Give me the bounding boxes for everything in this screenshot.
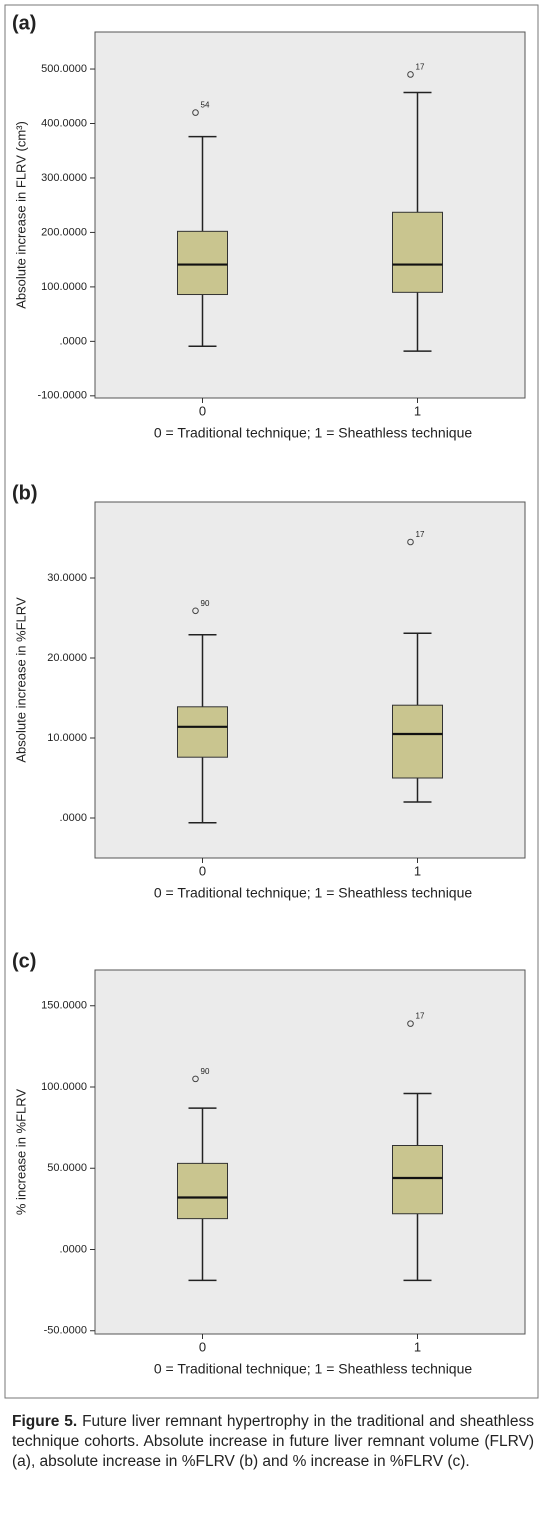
caption: Figure 5. Future liver remnant hypertrop…	[12, 1412, 534, 1472]
y-tick-label: 50.0000	[47, 1162, 87, 1174]
outlier	[192, 607, 199, 615]
outlier-label: 90	[201, 1067, 210, 1076]
box	[392, 704, 443, 779]
plot-area	[94, 969, 526, 1335]
plot-area	[94, 31, 526, 399]
outlier-label: 17	[416, 63, 425, 72]
outlier	[407, 1020, 414, 1027]
caption-label: Figure 5.	[12, 1413, 78, 1430]
panel-label: (c)	[12, 950, 36, 972]
y-tick-label: 100.0000	[41, 281, 87, 293]
outlier	[407, 71, 414, 78]
outlier	[407, 538, 414, 546]
box	[177, 1162, 228, 1220]
outlier-label: 17	[416, 530, 425, 539]
y-axis-label: % increase in %FLRV	[13, 1089, 28, 1216]
x-tick-label: 1	[414, 403, 421, 418]
y-tick-label: -50.0000	[44, 1325, 87, 1337]
y-tick-label: .0000	[59, 335, 87, 347]
y-tick-label: -100.0000	[37, 390, 87, 402]
y-tick-label: 300.0000	[41, 172, 87, 184]
panel-label: (b)	[12, 482, 38, 504]
outlier	[192, 109, 199, 116]
y-tick-label: 400.0000	[41, 117, 87, 129]
y-tick-label: .0000	[59, 1243, 87, 1255]
figure: (a)-100.0000.0000100.0000200.0000300.000…	[4, 4, 539, 1399]
x-tick-label: 0	[199, 403, 206, 418]
box	[392, 211, 443, 293]
box	[177, 230, 228, 296]
y-tick-label: 100.0000	[41, 1081, 87, 1093]
y-tick-label: 500.0000	[41, 63, 87, 75]
x-axis-label: 0 = Traditional technique; 1 = Sheathles…	[154, 1361, 473, 1377]
y-axis-label: Absolute increase in FLRV (cm³)	[13, 121, 28, 309]
y-tick-label: 10.0000	[47, 732, 87, 744]
outlier-label: 17	[416, 1012, 425, 1021]
plot-area	[94, 501, 526, 859]
caption-text: Future liver remnant hypertrophy in the …	[12, 1413, 534, 1470]
outlier-label: 90	[201, 599, 210, 608]
y-tick-label: 200.0000	[41, 226, 87, 238]
x-axis-label: 0 = Traditional technique; 1 = Sheathles…	[154, 885, 473, 901]
x-axis-label: 0 = Traditional technique; 1 = Sheathles…	[154, 425, 473, 441]
box	[392, 1145, 443, 1215]
y-tick-label: 30.0000	[47, 572, 87, 584]
x-tick-label: 1	[414, 1339, 421, 1354]
x-tick-label: 0	[199, 863, 206, 878]
panel-label: (a)	[12, 12, 36, 34]
box	[177, 706, 228, 758]
outlier	[192, 1075, 199, 1083]
y-tick-label: 20.0000	[47, 652, 87, 664]
y-tick-label: .0000	[59, 812, 87, 824]
y-axis-label: Absolute increase in %FLRV	[13, 597, 28, 763]
y-tick-label: 150.0000	[41, 1000, 87, 1012]
outlier-label: 54	[201, 101, 210, 110]
x-tick-label: 0	[199, 1339, 206, 1354]
x-tick-label: 1	[414, 863, 421, 878]
